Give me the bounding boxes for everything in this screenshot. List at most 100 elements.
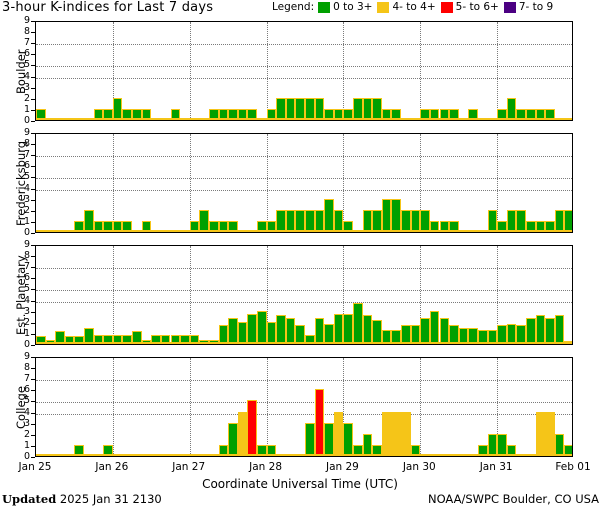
y-axis-tick xyxy=(31,311,35,313)
bar xyxy=(506,324,517,344)
legend-text-red: 5- to 6+ xyxy=(455,1,499,13)
bar xyxy=(401,209,411,232)
gridline-v-day-1 xyxy=(112,134,114,232)
y-axis-tick xyxy=(31,368,35,370)
baseline xyxy=(36,230,572,232)
bar xyxy=(497,433,507,456)
gridline-h-5 xyxy=(36,290,572,292)
y-axis-tick-label: 8 xyxy=(23,138,30,150)
y-axis-tick-label: 5 xyxy=(23,283,30,295)
gridline-v-day-4 xyxy=(343,22,345,120)
y-axis-tick-label: 0 xyxy=(23,339,30,350)
bar xyxy=(333,411,344,456)
y-axis-tick xyxy=(31,267,35,269)
y-axis-tick xyxy=(31,390,35,392)
legend-swatch-purple xyxy=(503,1,516,13)
bar xyxy=(314,318,325,344)
y-axis-tick xyxy=(31,423,35,425)
bar xyxy=(429,310,440,344)
x-axis-tick-label: Jan 25 xyxy=(18,461,52,473)
y-axis-tick-label: 9 xyxy=(23,239,30,250)
y-axis-tick xyxy=(31,109,35,111)
gridline-h-7 xyxy=(36,268,572,270)
y-axis-tick-label: 5 xyxy=(23,171,30,183)
bar xyxy=(420,209,430,232)
y-axis-tick-label: 8 xyxy=(23,362,30,374)
y-axis-tick xyxy=(31,434,35,436)
bar xyxy=(545,318,555,344)
bar xyxy=(285,209,296,232)
chart-header: 3-hour K-indices for Last 7 days Legend:… xyxy=(0,0,600,18)
bar xyxy=(362,209,373,232)
station-label-boulder: Boulder xyxy=(14,48,28,94)
bar-series xyxy=(36,246,572,344)
y-axis-tick xyxy=(31,221,35,223)
x-axis-tick-label: Jan 31 xyxy=(479,461,513,473)
gridline-v-day-3 xyxy=(266,246,268,344)
y-axis-tick xyxy=(31,345,35,346)
y-axis-tick-label: 1 xyxy=(23,439,30,451)
bar xyxy=(333,209,344,232)
gridline-h-5 xyxy=(36,402,572,404)
y-axis-tick xyxy=(31,412,35,414)
gridline-v-day-5 xyxy=(420,134,422,232)
gridline-v-day-6 xyxy=(497,22,499,120)
station-label-est-planetary: Est. Planetary xyxy=(14,255,28,335)
gridline-h-5 xyxy=(36,178,572,180)
gridline-v-day-4 xyxy=(343,134,345,232)
y-axis-tick-label: 9 xyxy=(23,15,30,26)
y-axis-tick xyxy=(31,300,35,302)
bar xyxy=(506,97,517,120)
y-axis-tick xyxy=(31,76,35,78)
y-axis-tick xyxy=(31,98,35,100)
y-axis-tick-label: 2 xyxy=(23,92,30,104)
y-axis-tick xyxy=(31,43,35,45)
gridline-v-day-6 xyxy=(497,358,499,456)
baseline xyxy=(36,342,572,344)
y-axis-tick xyxy=(31,177,35,179)
y-axis-tick xyxy=(31,21,35,22)
bar xyxy=(237,411,248,456)
gridline-v-day-5 xyxy=(420,22,422,120)
gridline-v-day-4 xyxy=(343,358,345,456)
x-axis-tick-label: Jan 27 xyxy=(172,461,206,473)
gridline-h-4 xyxy=(36,301,572,303)
gridline-h-4 xyxy=(36,189,572,191)
baseline xyxy=(36,118,572,120)
y-axis-tick-label: 0 xyxy=(23,451,30,462)
x-axis-title: Coordinate Universal Time (UTC) xyxy=(202,477,398,491)
bar xyxy=(362,97,373,120)
bar xyxy=(372,209,382,232)
footer-updated-value: 2025 Jan 31 2130 xyxy=(59,492,162,506)
footer-source: NOAA/SWPC Boulder, CO USA xyxy=(427,492,599,506)
bar-series xyxy=(36,134,572,232)
y-axis-tick-label: 5 xyxy=(23,395,30,407)
gridline-v-day-1 xyxy=(112,358,114,456)
bar xyxy=(285,97,296,120)
gridline-v-day-6 xyxy=(497,246,499,344)
y-axis-tick-label: 6 xyxy=(23,272,30,284)
bar xyxy=(487,433,498,456)
gridline-v-day-4 xyxy=(343,246,345,344)
gridline-v-day-5 xyxy=(420,358,422,456)
bar-series xyxy=(36,22,572,120)
plot-area xyxy=(36,22,572,120)
panel-college xyxy=(35,357,573,457)
y-axis-tick-label: 2 xyxy=(23,204,30,216)
y-axis-tick-label: 4 xyxy=(23,406,30,418)
y-axis-tick-label: 8 xyxy=(23,26,30,38)
y-axis-tick-label: 3 xyxy=(23,417,30,429)
gridline-v-day-2 xyxy=(189,246,191,344)
y-axis-tick-label: 4 xyxy=(23,70,30,82)
y-axis-tick-label: 4 xyxy=(23,182,30,194)
y-axis-tick xyxy=(31,144,35,146)
bar xyxy=(554,209,565,232)
y-axis-tick xyxy=(31,199,35,201)
bar xyxy=(343,314,354,344)
y-axis-tick-label: 7 xyxy=(23,37,30,49)
bar xyxy=(314,209,325,232)
bar xyxy=(247,400,257,456)
bar xyxy=(564,209,572,232)
legend-swatch-red xyxy=(440,1,453,13)
gridline-v-day-3 xyxy=(266,22,268,120)
